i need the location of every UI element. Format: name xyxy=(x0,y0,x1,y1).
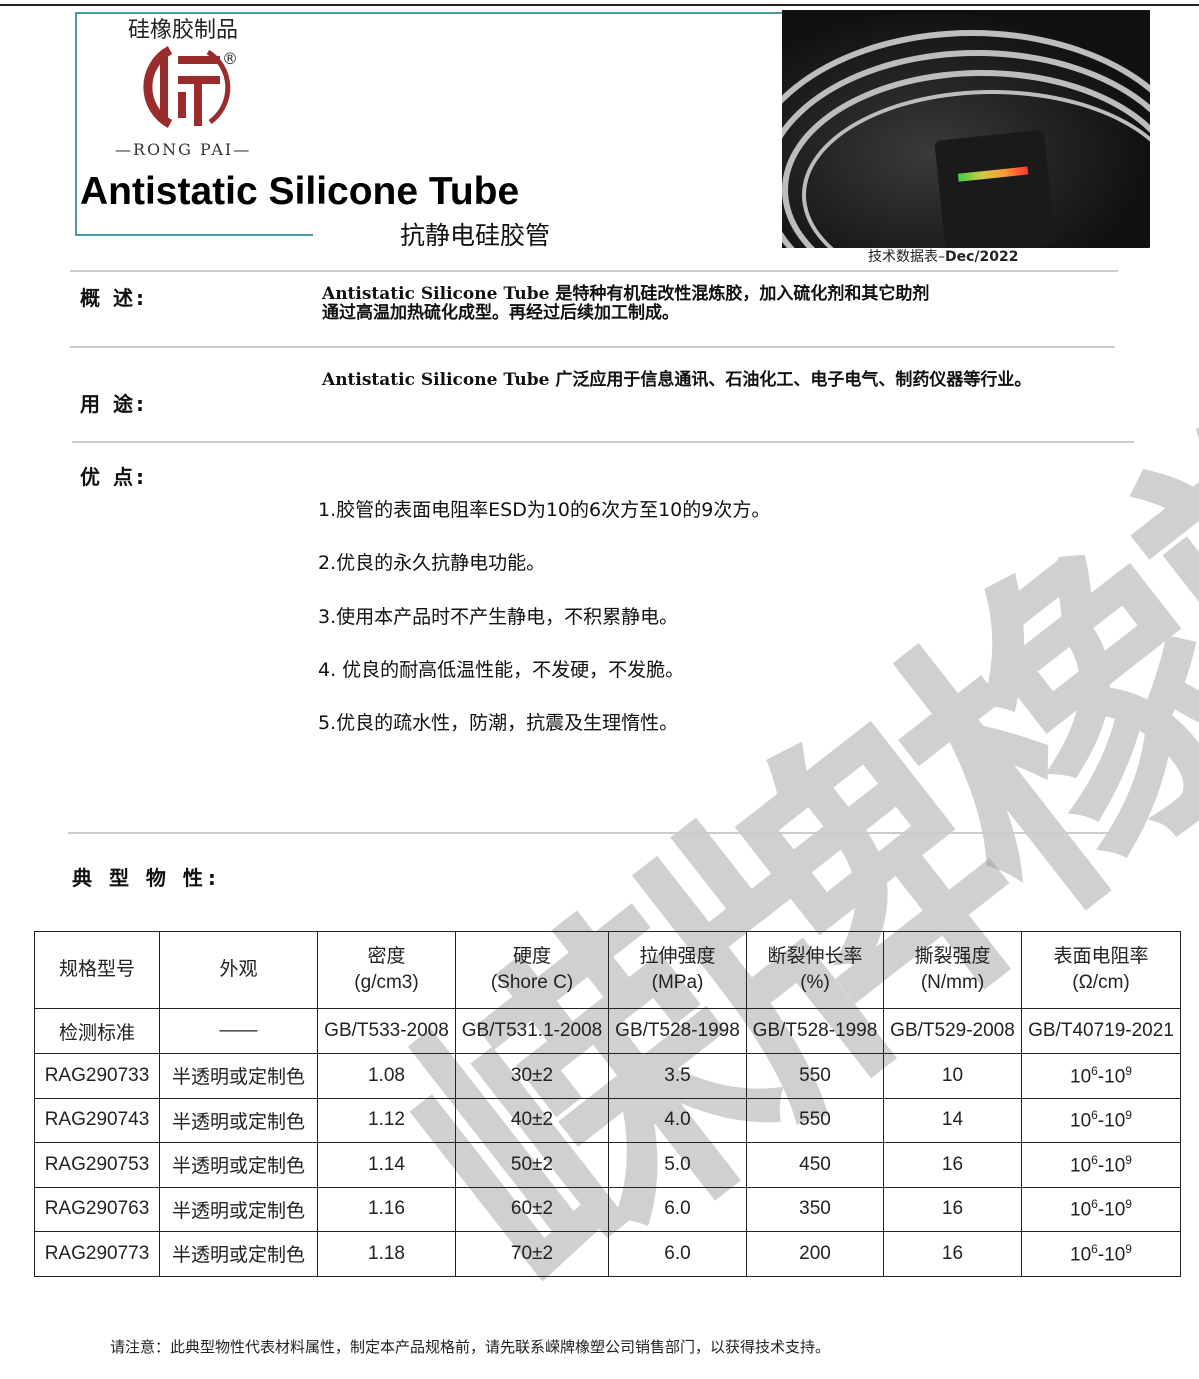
advantages-label: 优 点: xyxy=(80,465,147,489)
table-cell: 半透明或定制色 xyxy=(159,1053,318,1099)
table-cell: 4.0 xyxy=(608,1097,747,1143)
table-row: RAG290733 半透明或定制色 1.08 30±2 3.5 550 10 106-109 xyxy=(34,1053,1181,1099)
header-frame xyxy=(75,234,313,236)
table-cell: 550 xyxy=(746,1097,884,1143)
table-cell: 6.0 xyxy=(608,1231,747,1277)
header-frame xyxy=(75,12,77,236)
table-cell: RAG290773 xyxy=(34,1231,160,1277)
table-cell: 550 xyxy=(746,1053,884,1099)
table-cell: 半透明或定制色 xyxy=(159,1186,318,1232)
table-cell: 16 xyxy=(883,1186,1022,1232)
table-cell: 10 xyxy=(883,1053,1022,1099)
table-cell: 350 xyxy=(746,1186,884,1232)
overview-text-1: Antistatic Silicone Tube 是特种有机硅改性混炼胶，加入硫… xyxy=(322,284,930,304)
table-cell: 50±2 xyxy=(455,1142,609,1188)
table-cell: 30±2 xyxy=(455,1053,609,1099)
brand-en: —RONG PAI— xyxy=(115,140,252,159)
properties-table: 规格型号 外观 密度 (g/cm3) 硬度 (Shore C) 拉伸强度 (MPa) 断裂伸长率… xyxy=(34,931,1181,1277)
top-rule xyxy=(0,4,1199,6)
table-cell: 半透明或定制色 xyxy=(159,1142,318,1188)
table-cell: 5.0 xyxy=(608,1142,747,1188)
table-cell: RAG290743 xyxy=(34,1097,160,1143)
usage-text: Antistatic Silicone Tube 广泛应用于信息通讯、石油化工、… xyxy=(322,370,1032,390)
test-standard: GB/T528-1998 xyxy=(746,1008,884,1054)
table-cell: 1.16 xyxy=(317,1186,456,1232)
column-header: 表面电阻率 (Ω/cm) xyxy=(1021,931,1181,1009)
test-standard: —— xyxy=(159,1008,318,1054)
table-cell: 半透明或定制色 xyxy=(159,1097,318,1143)
divider xyxy=(70,270,1118,272)
divider xyxy=(68,832,1111,834)
rongpai-logo: ® xyxy=(143,46,238,128)
resistivity-cell: 106-109 xyxy=(1021,1186,1181,1232)
table-cell: 3.5 xyxy=(608,1053,747,1099)
registered-mark: ® xyxy=(222,49,238,68)
table-cell: RAG290763 xyxy=(34,1186,160,1232)
table-cell: 6.0 xyxy=(608,1186,747,1232)
footer-note: 请注意：此典型物性代表材料属性，制定本产品规格前，请先联系嵘牌橡塑公司销售部门，… xyxy=(110,1338,831,1356)
column-header: 外观 xyxy=(159,931,318,1009)
test-standard: 检测标准 xyxy=(34,1008,160,1054)
table-cell: 70±2 xyxy=(455,1231,609,1277)
advantage-item: 1.胶管的表面电阻率ESD为10的6次方至10的9次方。 xyxy=(318,499,771,521)
test-standard: GB/T528-1998 xyxy=(608,1008,747,1054)
test-standard: GB/T533-2008 xyxy=(317,1008,456,1054)
table-cell: 1.14 xyxy=(317,1142,456,1188)
resistivity-cell: 106-109 xyxy=(1021,1097,1181,1143)
column-header: 撕裂强度 (N/mm) xyxy=(883,931,1022,1009)
column-header: 断裂伸长率 (%) xyxy=(746,931,884,1009)
table-cell: 14 xyxy=(883,1097,1022,1143)
column-header: 规格型号 xyxy=(34,931,160,1009)
table-cell: 1.08 xyxy=(317,1053,456,1099)
resistivity-cell: 106-109 xyxy=(1021,1231,1181,1277)
table-cell: RAG290733 xyxy=(34,1053,160,1099)
table-cell: 450 xyxy=(746,1142,884,1188)
table-row: RAG290743 半透明或定制色 1.12 40±2 4.0 550 14 106-109 xyxy=(34,1097,1181,1143)
table-cell: 200 xyxy=(746,1231,884,1277)
divider xyxy=(72,441,1134,443)
header-frame xyxy=(75,12,785,14)
overview-text-2: 通过高温加热硫化成型。再经过后续加工制成。 xyxy=(322,303,679,323)
page-title: Antistatic Silicone Tube xyxy=(80,170,520,213)
table-cell: 1.18 xyxy=(317,1231,456,1277)
column-header: 密度 (g/cm3) xyxy=(317,931,456,1009)
test-standard: GB/T40719-2021 xyxy=(1021,1008,1181,1054)
table-row: RAG290773 半透明或定制色 1.18 70±2 6.0 200 16 106-109 xyxy=(34,1231,1181,1277)
table-cell: RAG290753 xyxy=(34,1142,160,1188)
resistivity-cell: 106-109 xyxy=(1021,1142,1181,1188)
test-standard: GB/T531.1-2008 xyxy=(455,1008,609,1054)
resistivity-cell: 106-109 xyxy=(1021,1053,1181,1099)
table-row: RAG290753 半透明或定制色 1.14 50±2 5.0 450 16 106-109 xyxy=(34,1142,1181,1188)
table-cell: 40±2 xyxy=(455,1097,609,1143)
esd-tester xyxy=(934,129,1056,248)
test-standard: GB/T529-2008 xyxy=(883,1008,1022,1054)
product-photo xyxy=(782,10,1150,248)
table-row: RAG290763 半透明或定制色 1.16 60±2 6.0 350 16 106-109 xyxy=(34,1186,1181,1232)
overview-label: 概 述: xyxy=(80,286,147,310)
table-cell: 60±2 xyxy=(455,1186,609,1232)
datasheet-date: 技术数据表–Dec/2022 xyxy=(868,249,1019,265)
advantage-item: 5.优良的疏水性，防潮，抗震及生理惰性。 xyxy=(318,712,679,734)
properties-label: 典 型 物 性: xyxy=(72,866,221,890)
page-subtitle: 抗静电硅胶管 xyxy=(400,221,551,250)
advantage-item: 3.使用本产品时不产生静电，不积累静电。 xyxy=(318,606,679,628)
advantage-item: 4. 优良的耐高低温性能，不发硬，不发脆。 xyxy=(318,659,685,681)
table-cell: 16 xyxy=(883,1142,1022,1188)
table-cell: 半透明或定制色 xyxy=(159,1231,318,1277)
column-header: 拉伸强度 (MPa) xyxy=(608,931,747,1009)
usage-label: 用 途: xyxy=(80,392,147,416)
brand-cn: 硅橡胶制品 xyxy=(128,18,239,43)
table-cell: 16 xyxy=(883,1231,1022,1277)
advantage-item: 2.优良的永久抗静电功能。 xyxy=(318,552,546,574)
column-header: 硬度 (Shore C) xyxy=(455,931,609,1009)
divider xyxy=(70,346,1115,348)
table-cell: 1.12 xyxy=(317,1097,456,1143)
